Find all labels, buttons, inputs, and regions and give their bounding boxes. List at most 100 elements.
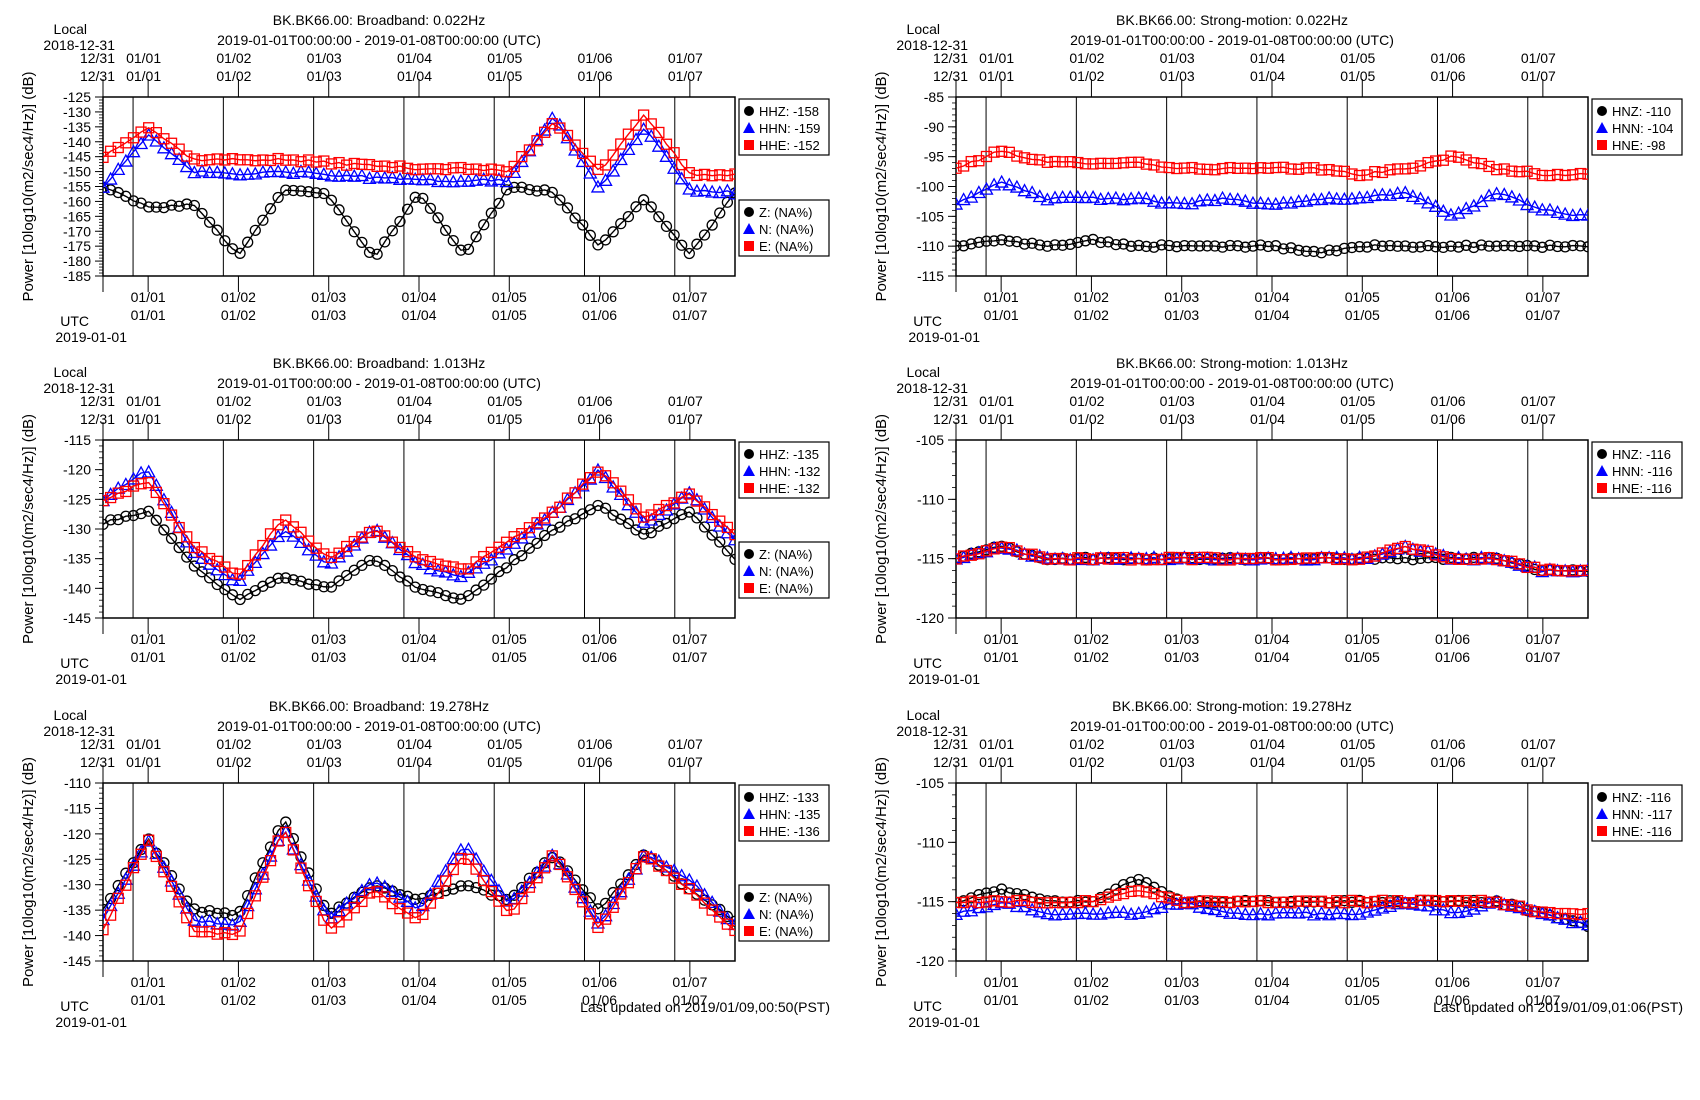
chart-subtitle: 2019-01-01T00:00:00 - 2019-01-08T00:00:0… — [217, 375, 541, 391]
data-point-HNN — [1580, 917, 1588, 931]
top-tick-label-2: 01/01 — [126, 754, 161, 770]
data-point-HNE — [1171, 162, 1183, 175]
data-point-HHZ — [424, 202, 437, 215]
bottom-tick-label-2: 01/06 — [1435, 992, 1470, 1008]
data-point-HNN — [1215, 190, 1230, 204]
data-point-HHE — [630, 503, 642, 515]
data-point-HNN — [1443, 905, 1459, 919]
data-point-HHZ — [592, 499, 604, 512]
data-point-HNZ — [1384, 239, 1396, 252]
data-point-HHN — [202, 165, 217, 179]
data-point-HHZ — [546, 186, 558, 199]
data-point-HHZ — [615, 217, 627, 230]
data-point-HNE — [1544, 906, 1556, 919]
data-point-HHE — [516, 892, 528, 905]
data-point-HNE — [1011, 150, 1023, 162]
utc-date: 2019-01-01 — [908, 671, 980, 687]
data-point-HHZ — [165, 199, 178, 211]
data-point-HHE — [409, 912, 421, 924]
data-point-HNZ — [973, 889, 985, 901]
data-point-HHN — [499, 174, 514, 188]
data-point-HNN — [1192, 193, 1207, 207]
data-point-HNZ — [1361, 241, 1373, 253]
y-tick-label: -115 — [917, 268, 944, 284]
data-point-HNN — [1573, 914, 1588, 928]
top-tick-label-2: 01/01 — [979, 754, 1014, 770]
bottom-tick-label-2: 01/02 — [221, 307, 256, 323]
data-point-HNE — [1293, 163, 1305, 175]
data-point-HHN — [225, 166, 240, 180]
bottom-tick-label-2: 01/06 — [582, 649, 617, 665]
bottom-tick-label: 01/02 — [1074, 631, 1109, 647]
chart-title: BK.BK66.00: Strong-motion: 1.013Hz — [1116, 355, 1348, 371]
last-updated: Last updated on 2019/01/09,00:50(PST) — [580, 999, 830, 1015]
data-point-HHZ — [622, 517, 635, 530]
top-tick-label: 01/05 — [1340, 50, 1375, 66]
data-point-HNE — [1483, 160, 1495, 173]
data-point-HNE — [1277, 896, 1290, 908]
data-point-HNE — [1308, 895, 1320, 907]
legend-marker — [744, 483, 754, 493]
data-point-HNZ — [1148, 241, 1160, 253]
data-point-HHN — [682, 181, 697, 195]
data-point-HHZ — [127, 509, 140, 522]
data-point-HHE — [165, 137, 178, 149]
data-point-HHZ — [447, 234, 459, 247]
local-date: 2018-12-31 — [43, 723, 115, 739]
data-point-HHZ — [409, 581, 421, 593]
data-point-HHZ — [691, 238, 703, 250]
data-point-HHN — [590, 179, 606, 193]
top-tick-label-2: 01/03 — [307, 68, 342, 84]
data-point-HHZ — [447, 592, 459, 604]
data-point-HHN — [590, 462, 606, 476]
data-point-HHZ — [584, 229, 596, 241]
data-point-HHZ — [272, 191, 284, 204]
y-tick-label: -155 — [63, 179, 91, 195]
bottom-tick-label: 01/05 — [492, 631, 527, 647]
data-point-HNE — [1582, 564, 1588, 577]
data-point-HHE — [173, 896, 185, 908]
y-tick-label: -130 — [63, 104, 91, 120]
data-point-HHZ — [280, 184, 292, 196]
data-point-HHN — [172, 886, 187, 900]
data-point-HNN — [1306, 907, 1321, 921]
legend-entry: HHN: -135 — [759, 807, 820, 822]
data-point-HHZ — [103, 181, 109, 193]
chart-subtitle: 2019-01-01T00:00:00 - 2019-01-08T00:00:0… — [217, 718, 541, 734]
data-point-HHZ — [135, 507, 147, 520]
data-point-HHE — [470, 163, 482, 175]
data-point-HHZ — [546, 524, 558, 536]
bottom-tick-label-2: 01/02 — [1074, 992, 1109, 1008]
bottom-tick-label-2: 01/06 — [582, 307, 617, 323]
data-point-HNE — [1201, 163, 1213, 176]
legend-entry: HNN: -116 — [1612, 464, 1672, 479]
data-point-HNN — [1550, 205, 1565, 219]
data-point-HNE — [1041, 897, 1054, 909]
data-point-HNE — [1391, 895, 1404, 907]
data-point-HHE — [729, 168, 735, 180]
data-point-HHE — [295, 526, 307, 538]
data-point-HHE — [409, 164, 421, 176]
y-tick-label: -95 — [924, 149, 944, 165]
data-point-HNN — [1108, 190, 1123, 204]
data-point-HNE — [1452, 895, 1465, 907]
top-tick-label-2: 01/02 — [1069, 754, 1104, 770]
data-point-HNE — [1582, 907, 1588, 920]
data-point-HNN — [1116, 904, 1131, 918]
data-point-HHE — [103, 151, 109, 163]
data-point-HNE — [1064, 156, 1076, 168]
data-point-HNN — [1085, 189, 1101, 203]
data-point-HHZ — [325, 581, 338, 593]
top-tick-label: 01/01 — [979, 50, 1014, 66]
data-point-HNZ — [1323, 244, 1335, 256]
data-point-HHE — [500, 904, 513, 917]
data-point-HHE — [272, 835, 284, 847]
data-point-HHE — [234, 925, 246, 937]
data-point-HNZ — [1300, 245, 1312, 257]
data-point-HNZ — [1110, 238, 1122, 251]
data-point-HHE — [493, 895, 505, 907]
data-point-HNE — [1110, 889, 1122, 901]
bottom-tick-label-2: 01/04 — [1254, 307, 1289, 323]
data-point-HHZ — [379, 559, 391, 572]
data-point-HNZ — [1216, 241, 1229, 253]
